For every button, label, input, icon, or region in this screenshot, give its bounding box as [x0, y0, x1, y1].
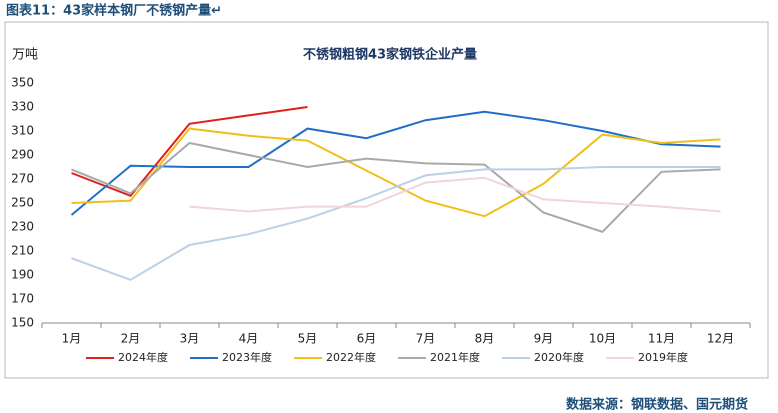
legend-label: 2022年度	[326, 350, 376, 364]
x-tick-label: 5月	[298, 332, 318, 346]
series-line	[71, 166, 721, 281]
chart-frame	[4, 21, 769, 379]
x-tick-label: 12月	[707, 332, 734, 346]
series-line	[71, 106, 308, 197]
x-tick-label: 6月	[357, 332, 377, 346]
y-tick-label: 270	[11, 172, 34, 186]
y-tick-label: 170	[11, 292, 34, 306]
x-tick-label: 3月	[180, 332, 200, 346]
x-tick-label: 8月	[475, 332, 495, 346]
series-line	[71, 127, 721, 218]
caption: 图表11：43家样本钢厂不锈钢产量↵	[6, 3, 222, 19]
series-line	[189, 176, 721, 213]
y-tick-label: 210	[11, 244, 34, 258]
y-tick-label: 330	[11, 100, 34, 114]
y-tick-label: 250	[11, 196, 34, 210]
y-axis-label: 万吨	[12, 48, 38, 63]
legend-label: 2020年度	[534, 350, 584, 364]
x-tick-label: 4月	[239, 332, 259, 346]
y-tick-label: 230	[11, 220, 34, 234]
x-tick-label: 7月	[416, 332, 436, 346]
y-tick-label: 350	[11, 76, 34, 90]
x-tick-label: 2月	[121, 332, 141, 346]
x-tick-label: 10月	[589, 332, 616, 346]
legend-label: 2024年度	[118, 350, 168, 364]
source: 数据来源：钢联数据、国元期货	[566, 397, 748, 413]
legend-label: 2021年度	[430, 350, 480, 364]
x-tick-label: 11月	[648, 332, 675, 346]
y-tick-label: 290	[11, 148, 34, 162]
y-tick-label: 150	[11, 316, 34, 330]
series-line	[70, 110, 721, 216]
legend-label: 2019年度	[638, 350, 688, 364]
x-tick-label: 9月	[534, 332, 554, 346]
legend-label: 2023年度	[222, 350, 272, 364]
y-tick-label: 310	[11, 124, 34, 138]
x-tick-label: 1月	[62, 332, 82, 346]
y-tick-label: 190	[11, 268, 34, 282]
chart-title: 不锈钢粗钢43家钢铁企业产量	[303, 47, 477, 63]
series-line	[71, 141, 721, 233]
